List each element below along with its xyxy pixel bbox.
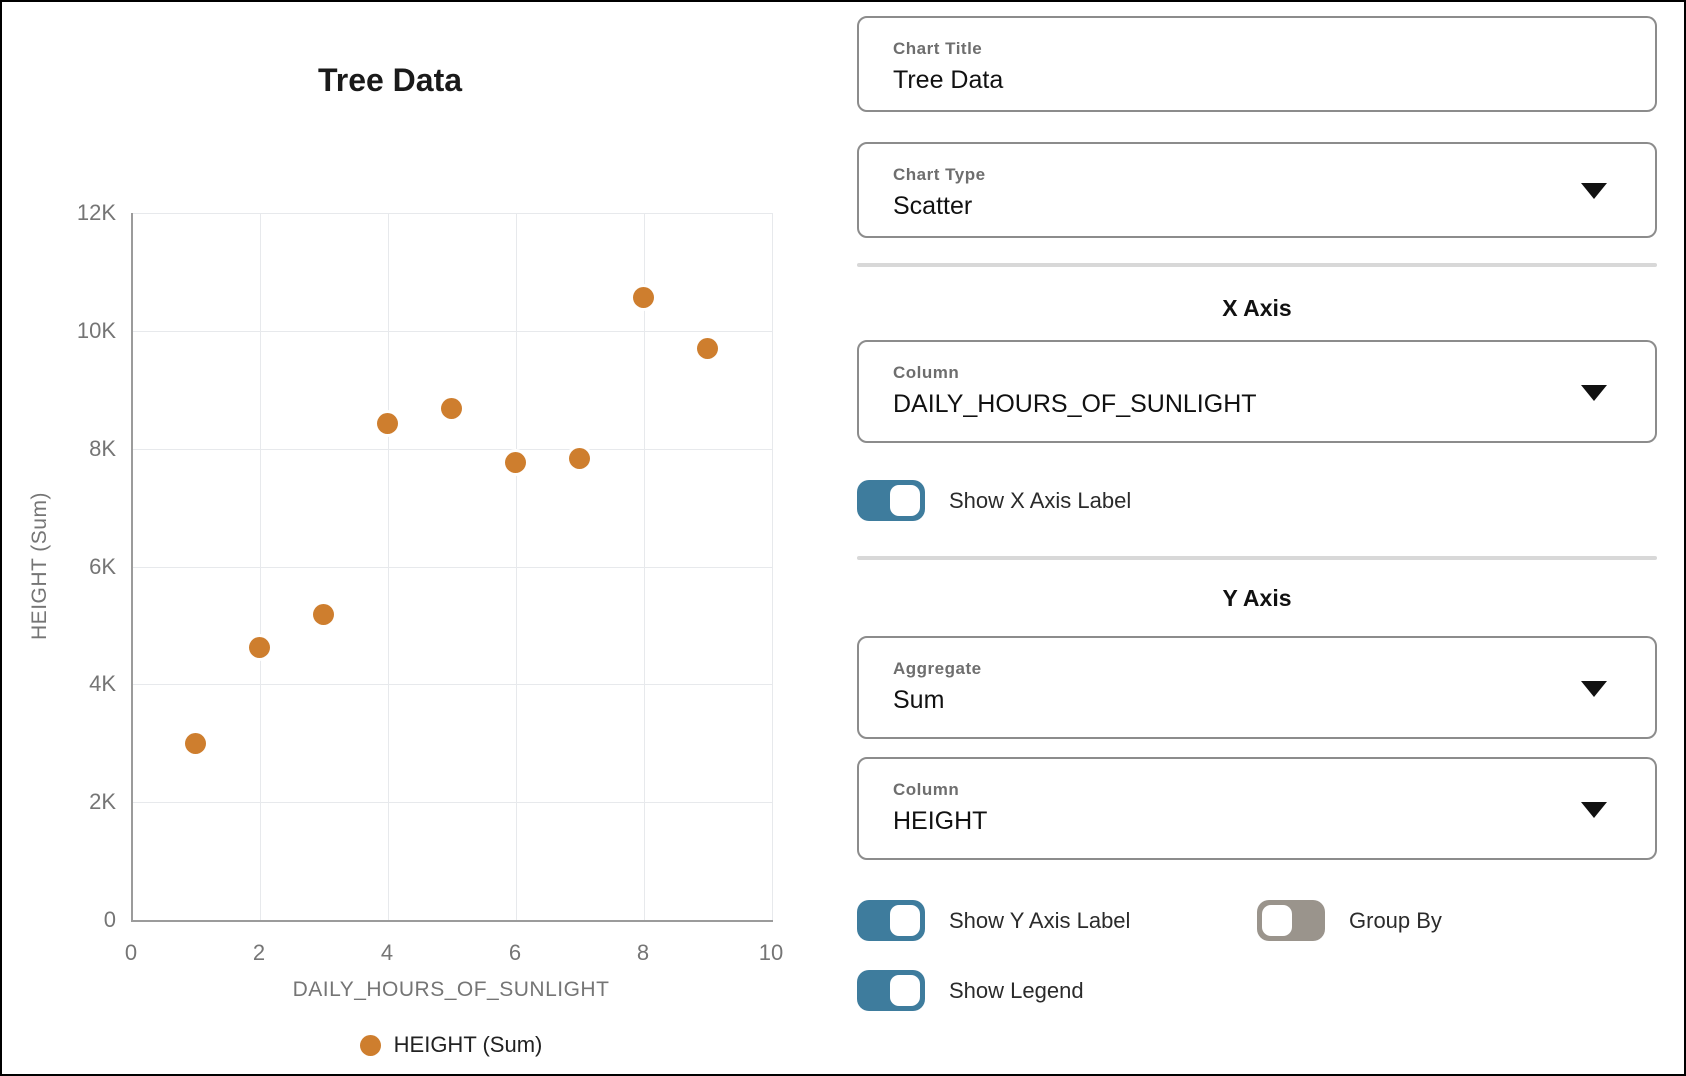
chart-pane: Tree Data HEIGHT (Sum) DAILY_HOURS_OF_SU… <box>0 0 820 1076</box>
gridline <box>388 213 389 920</box>
gridline <box>644 213 645 920</box>
dropdown-arrow-icon <box>1581 680 1607 697</box>
x-axis-section-header: X Axis <box>1222 295 1292 321</box>
gridline <box>133 448 773 450</box>
field-label: Chart Type <box>893 165 986 184</box>
toggle-knob <box>1262 905 1292 936</box>
field-label: Column <box>893 363 960 382</box>
section-divider <box>857 263 1657 267</box>
gridline <box>133 213 773 214</box>
dropdown-arrow-icon <box>1581 384 1607 401</box>
y-tick-label: 4K <box>89 671 116 697</box>
scatter-point <box>504 451 526 473</box>
gridline <box>516 213 517 920</box>
toggle-knob <box>890 975 920 1006</box>
x-tick-label: 6 <box>508 940 522 965</box>
chart-title: Tree Data <box>317 62 463 98</box>
plot-area <box>131 213 773 922</box>
y-tick-label: 10K <box>76 317 116 343</box>
x-tick-label: 0 <box>124 940 138 965</box>
field-label: Column <box>893 780 960 799</box>
settings-panel: Chart Title Tree Data Chart Type Scatter… <box>857 0 1657 1076</box>
show-x-axis-label-toggle[interactable] <box>857 480 925 521</box>
toggle-knob <box>890 905 920 936</box>
field-label: Aggregate <box>893 659 982 678</box>
scatter-point <box>376 412 398 434</box>
group-by-row: Group By <box>1257 900 1442 941</box>
show-y-axis-label-toggle[interactable] <box>857 900 925 941</box>
legend: HEIGHT (Sum) <box>131 1030 771 1060</box>
y-tick-label: 12K <box>76 200 116 225</box>
field-value: DAILY_HOURS_OF_SUNLIGHT <box>893 390 1257 418</box>
dropdown-arrow-icon <box>1581 183 1607 199</box>
x-tick-label: 2 <box>252 940 266 965</box>
scatter-point <box>696 338 718 359</box>
field-value: Scatter <box>893 192 973 220</box>
y-tick-label: 6K <box>89 553 116 579</box>
gridline <box>133 330 773 332</box>
x-axis-title: DAILY_HOURS_OF_SUNLIGHT <box>292 978 610 1001</box>
legend-marker-icon <box>359 1034 381 1056</box>
show-x-axis-label-row: Show X Axis Label <box>857 480 1131 521</box>
scatter-point <box>312 604 334 626</box>
toggle-label: Show Y Axis Label <box>949 908 1131 933</box>
field-value: HEIGHT <box>893 807 988 835</box>
chart-title-field[interactable]: Chart Title Tree Data <box>857 16 1657 112</box>
show-y-axis-label-row: Show Y Axis Label <box>857 900 1130 941</box>
aggregate-dropdown[interactable]: Aggregate Sum <box>857 636 1657 739</box>
field-value: Sum <box>893 686 945 714</box>
gridline <box>133 566 773 568</box>
show-legend-toggle[interactable] <box>857 970 925 1011</box>
scatter-point <box>568 447 590 469</box>
dropdown-arrow-icon <box>1581 801 1607 818</box>
toggle-label: Show X Axis Label <box>949 488 1132 513</box>
section-divider <box>857 556 1657 560</box>
toggle-label: Show Legend <box>949 978 1084 1003</box>
field-label: Chart Title <box>893 39 983 58</box>
toggle-knob <box>890 485 920 516</box>
y-tick-label: 0 <box>103 907 116 932</box>
field-value: Tree Data <box>893 66 1004 94</box>
toggle-label: Group By <box>1349 908 1442 933</box>
scatter-point <box>440 397 462 419</box>
group-by-toggle[interactable] <box>1257 900 1325 941</box>
show-legend-row: Show Legend <box>857 970 1084 1011</box>
y-axis-section-header: Y Axis <box>1222 585 1292 611</box>
x-tick-label: 8 <box>636 940 650 965</box>
y-tick-label: 2K <box>89 789 116 815</box>
chart-type-dropdown[interactable]: Chart Type Scatter <box>857 142 1657 238</box>
gridline <box>133 802 773 804</box>
x-tick-label: 10 <box>758 940 784 965</box>
x-axis-column-dropdown[interactable]: Column DAILY_HOURS_OF_SUNLIGHT <box>857 340 1657 443</box>
y-tick-label: 8K <box>89 435 116 461</box>
gridline <box>772 213 773 920</box>
scatter-point <box>184 732 206 754</box>
gridline <box>260 213 261 920</box>
x-tick-label: 4 <box>380 940 394 965</box>
y-axis-column-dropdown[interactable]: Column HEIGHT <box>857 757 1657 860</box>
scatter-point <box>632 286 654 308</box>
scatter-point <box>248 636 270 658</box>
legend-label: HEIGHT (Sum) <box>393 1032 543 1057</box>
gridline <box>133 684 773 686</box>
